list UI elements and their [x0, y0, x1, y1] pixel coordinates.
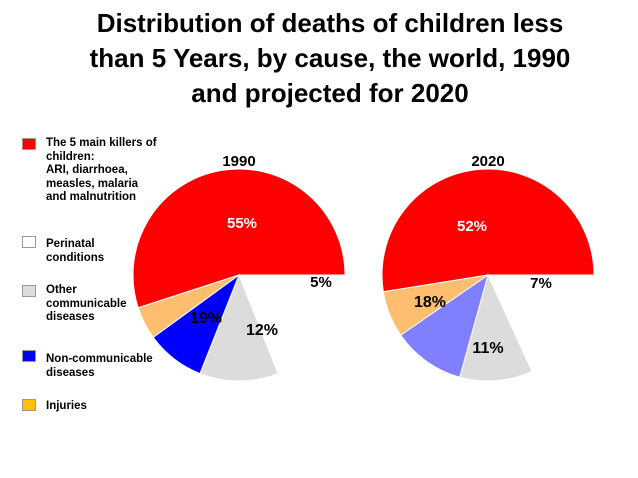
- legend-label: Perinatal conditions: [46, 238, 105, 264]
- slice-label: 11%: [472, 340, 503, 357]
- title-line: than 5 Years, by cause, the world, 1990: [89, 43, 571, 73]
- slice-label: 12%: [246, 322, 278, 339]
- legend-swatch: [22, 285, 36, 297]
- legend-label: Other communicable diseases: [46, 284, 127, 323]
- pie-slice: [137, 274, 240, 339]
- slice-label: 11%: [520, 316, 549, 333]
- slice-label: 9%: [288, 298, 310, 315]
- pie-slice: [199, 273, 279, 382]
- pie-slice: [487, 274, 595, 373]
- title-line: and projected for 2020: [191, 78, 469, 108]
- legend-swatch: [22, 350, 36, 362]
- chart-title: Distribution of deaths of children less …: [40, 6, 620, 111]
- pie-chart-2020: 52% 18% 11% 11% 7% 2020: [381, 153, 595, 382]
- pie-slice: [132, 168, 346, 309]
- legend-swatch: [22, 399, 36, 411]
- pie-slice: [238, 274, 346, 375]
- slice-label: 52%: [457, 218, 487, 235]
- slice-label: 7%: [530, 275, 552, 292]
- legend-label: Non-communicable diseases: [46, 353, 153, 379]
- pie-slice: [382, 274, 489, 336]
- pie-chart-1990: 55% 19% 12% 9%5% 1990: [132, 153, 346, 382]
- pie-slice: [459, 273, 533, 382]
- pie-title: 2020: [471, 153, 504, 170]
- pie-title: 1990: [222, 153, 255, 170]
- pie-slice: [381, 168, 595, 293]
- slice-label: 5%: [310, 274, 332, 291]
- legend-label: The 5 main killers of children: ARI, dia…: [46, 137, 157, 203]
- slice-label: 55%: [227, 215, 257, 232]
- title-line: Distribution of deaths of children less: [96, 8, 564, 38]
- legend-label: Injuries: [46, 400, 87, 412]
- legend-swatch: [22, 236, 36, 248]
- legend-swatch: [22, 138, 36, 150]
- slice-label: 19%: [190, 310, 222, 327]
- slice-label: 18%: [414, 294, 446, 311]
- pie-slice: [399, 273, 489, 378]
